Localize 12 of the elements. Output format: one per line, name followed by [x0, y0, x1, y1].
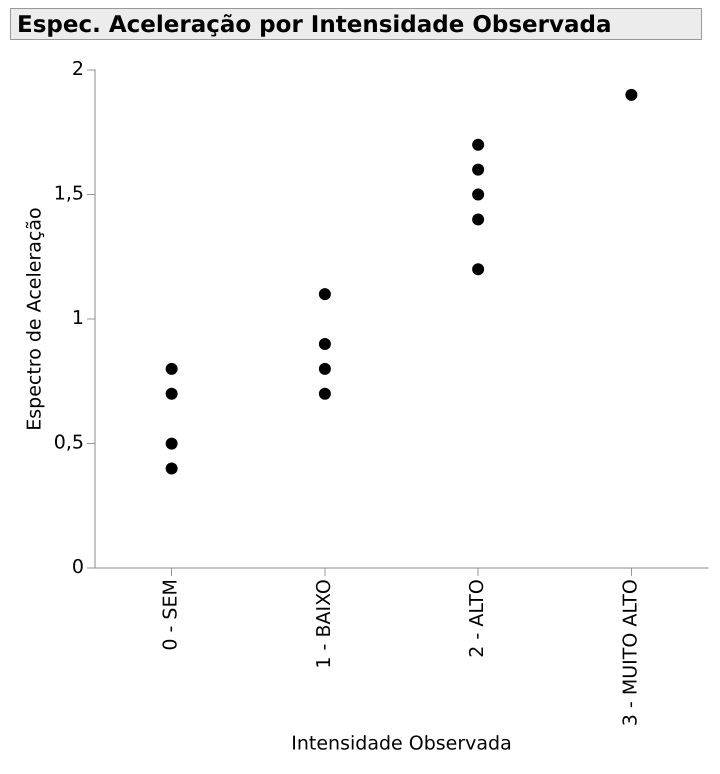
x-tick-label: 2 - ALTO — [466, 579, 488, 658]
x-tick-label: 0 - SEM — [160, 579, 182, 651]
y-tick-label: 0 — [72, 556, 84, 578]
x-tick-label: 3 - MUITO ALTO — [619, 579, 642, 726]
chart-title: Espec. Aceleração por Intensidade Observada — [10, 8, 702, 40]
x-axis-title: Intensidade Observada — [291, 732, 512, 755]
y-axis-title: Espectro de Aceleração — [23, 207, 46, 431]
y-tick-label: 2 — [72, 58, 84, 80]
y-tick-label: 1,5 — [54, 182, 84, 204]
y-tick-label: 0,5 — [54, 432, 84, 454]
y-tick-label: 1 — [72, 307, 84, 330]
x-tick-label: 1 - BAIXO — [312, 579, 335, 669]
